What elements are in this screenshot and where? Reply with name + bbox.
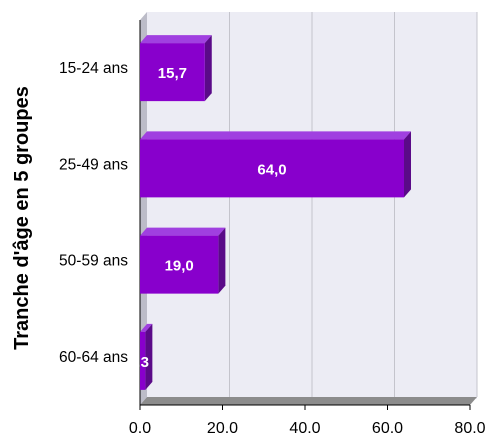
bar-top-face (140, 35, 212, 44)
bar-top-face (140, 323, 153, 332)
left-wall (140, 12, 147, 405)
bar-front-face (140, 139, 404, 198)
data-label: 15,7 (158, 65, 187, 82)
x-tick-label: 80.0 (454, 420, 485, 437)
x-tick-label: 20.0 (207, 420, 238, 437)
bar-front-face (140, 43, 205, 102)
x-tick-label: 40.0 (289, 420, 320, 437)
x-tick-label: 0.0 (129, 420, 151, 437)
bar-top-face (140, 131, 411, 140)
data-label: ,3 (136, 354, 149, 371)
data-label: 19,0 (165, 258, 194, 275)
bar (140, 227, 226, 294)
bar (140, 131, 411, 198)
y-axis-label: Tranche d'âge en 5 groupes (11, 86, 33, 350)
data-label: 64,0 (257, 161, 286, 178)
bar-side-face (145, 323, 153, 390)
category-label: 50-59 ans (59, 253, 128, 270)
x-tick-label: 60.0 (372, 420, 403, 437)
bar-side-face (204, 35, 212, 102)
bar-top-face (140, 227, 226, 236)
bar (140, 35, 212, 102)
bar (140, 323, 153, 390)
bar-side-face (218, 227, 226, 294)
bar-front-face (140, 235, 219, 294)
bar-front-face (140, 331, 146, 390)
bar-side-face (404, 131, 411, 198)
category-label: 15-24 ans (59, 60, 128, 77)
category-label: 60-64 ans (59, 349, 128, 366)
category-label: 25-49 ans (59, 156, 128, 173)
floor (140, 397, 477, 405)
